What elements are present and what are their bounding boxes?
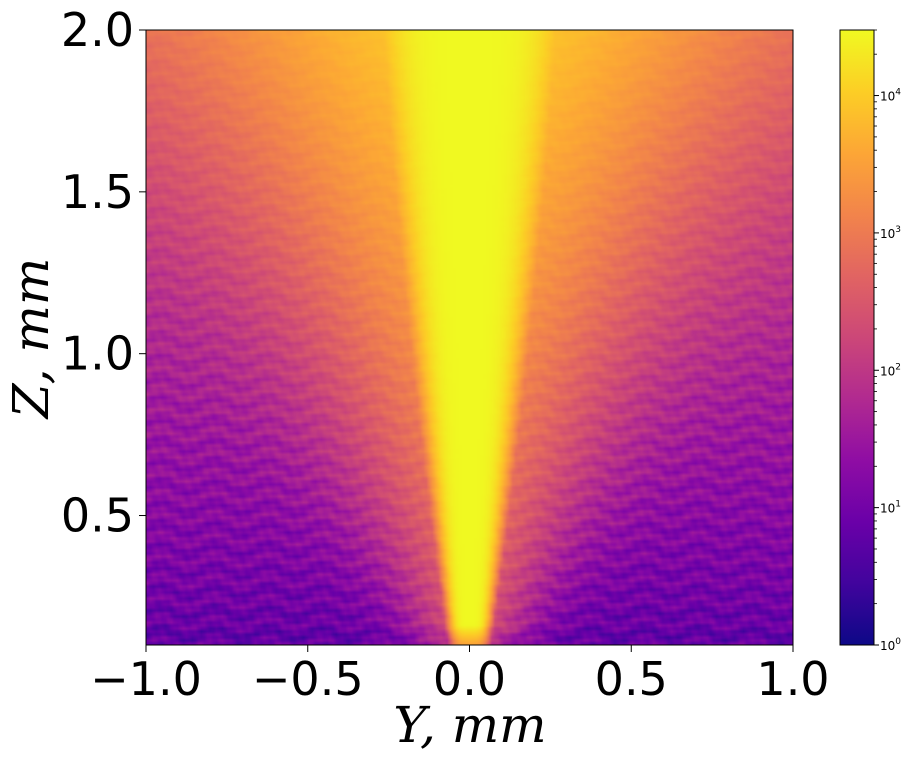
x-tick-label: 0.0 <box>433 652 506 706</box>
y-axis: 0.5 1.0 1.5 2.0 <box>61 3 146 543</box>
x-tick-label: −1.0 <box>90 652 202 706</box>
x-tick-label: −0.5 <box>252 652 364 706</box>
colorbar-frame <box>839 29 875 646</box>
colorbar-tick-label: 102 <box>880 362 901 378</box>
colorbar-tick-label: 100 <box>880 637 901 653</box>
y-axis-title: Z, mm <box>2 258 60 420</box>
colorbar-gradient <box>840 30 874 645</box>
x-axis: −1.0 −0.5 0.0 0.5 1.0 <box>90 645 830 706</box>
plot-area <box>145 29 794 646</box>
x-axis-title: Y, mm <box>393 696 546 754</box>
x-tick-label: 1.0 <box>756 652 829 706</box>
y-tick-label: 1.0 <box>61 327 134 381</box>
x-tick-label: 0.5 <box>595 652 668 706</box>
colorbar: 100 101 102 103 104 <box>839 29 901 653</box>
y-tick-label: 0.5 <box>61 489 134 543</box>
heatmap-image <box>146 30 793 645</box>
colorbar-tick-label: 103 <box>880 225 901 241</box>
y-tick-label: 1.5 <box>61 165 134 219</box>
y-tick-label: 2.0 <box>61 3 134 57</box>
colorbar-tick-label: 104 <box>880 88 901 104</box>
colorbar-ticks: 100 101 102 103 104 <box>874 29 901 653</box>
colorbar-tick-label: 101 <box>880 500 901 516</box>
